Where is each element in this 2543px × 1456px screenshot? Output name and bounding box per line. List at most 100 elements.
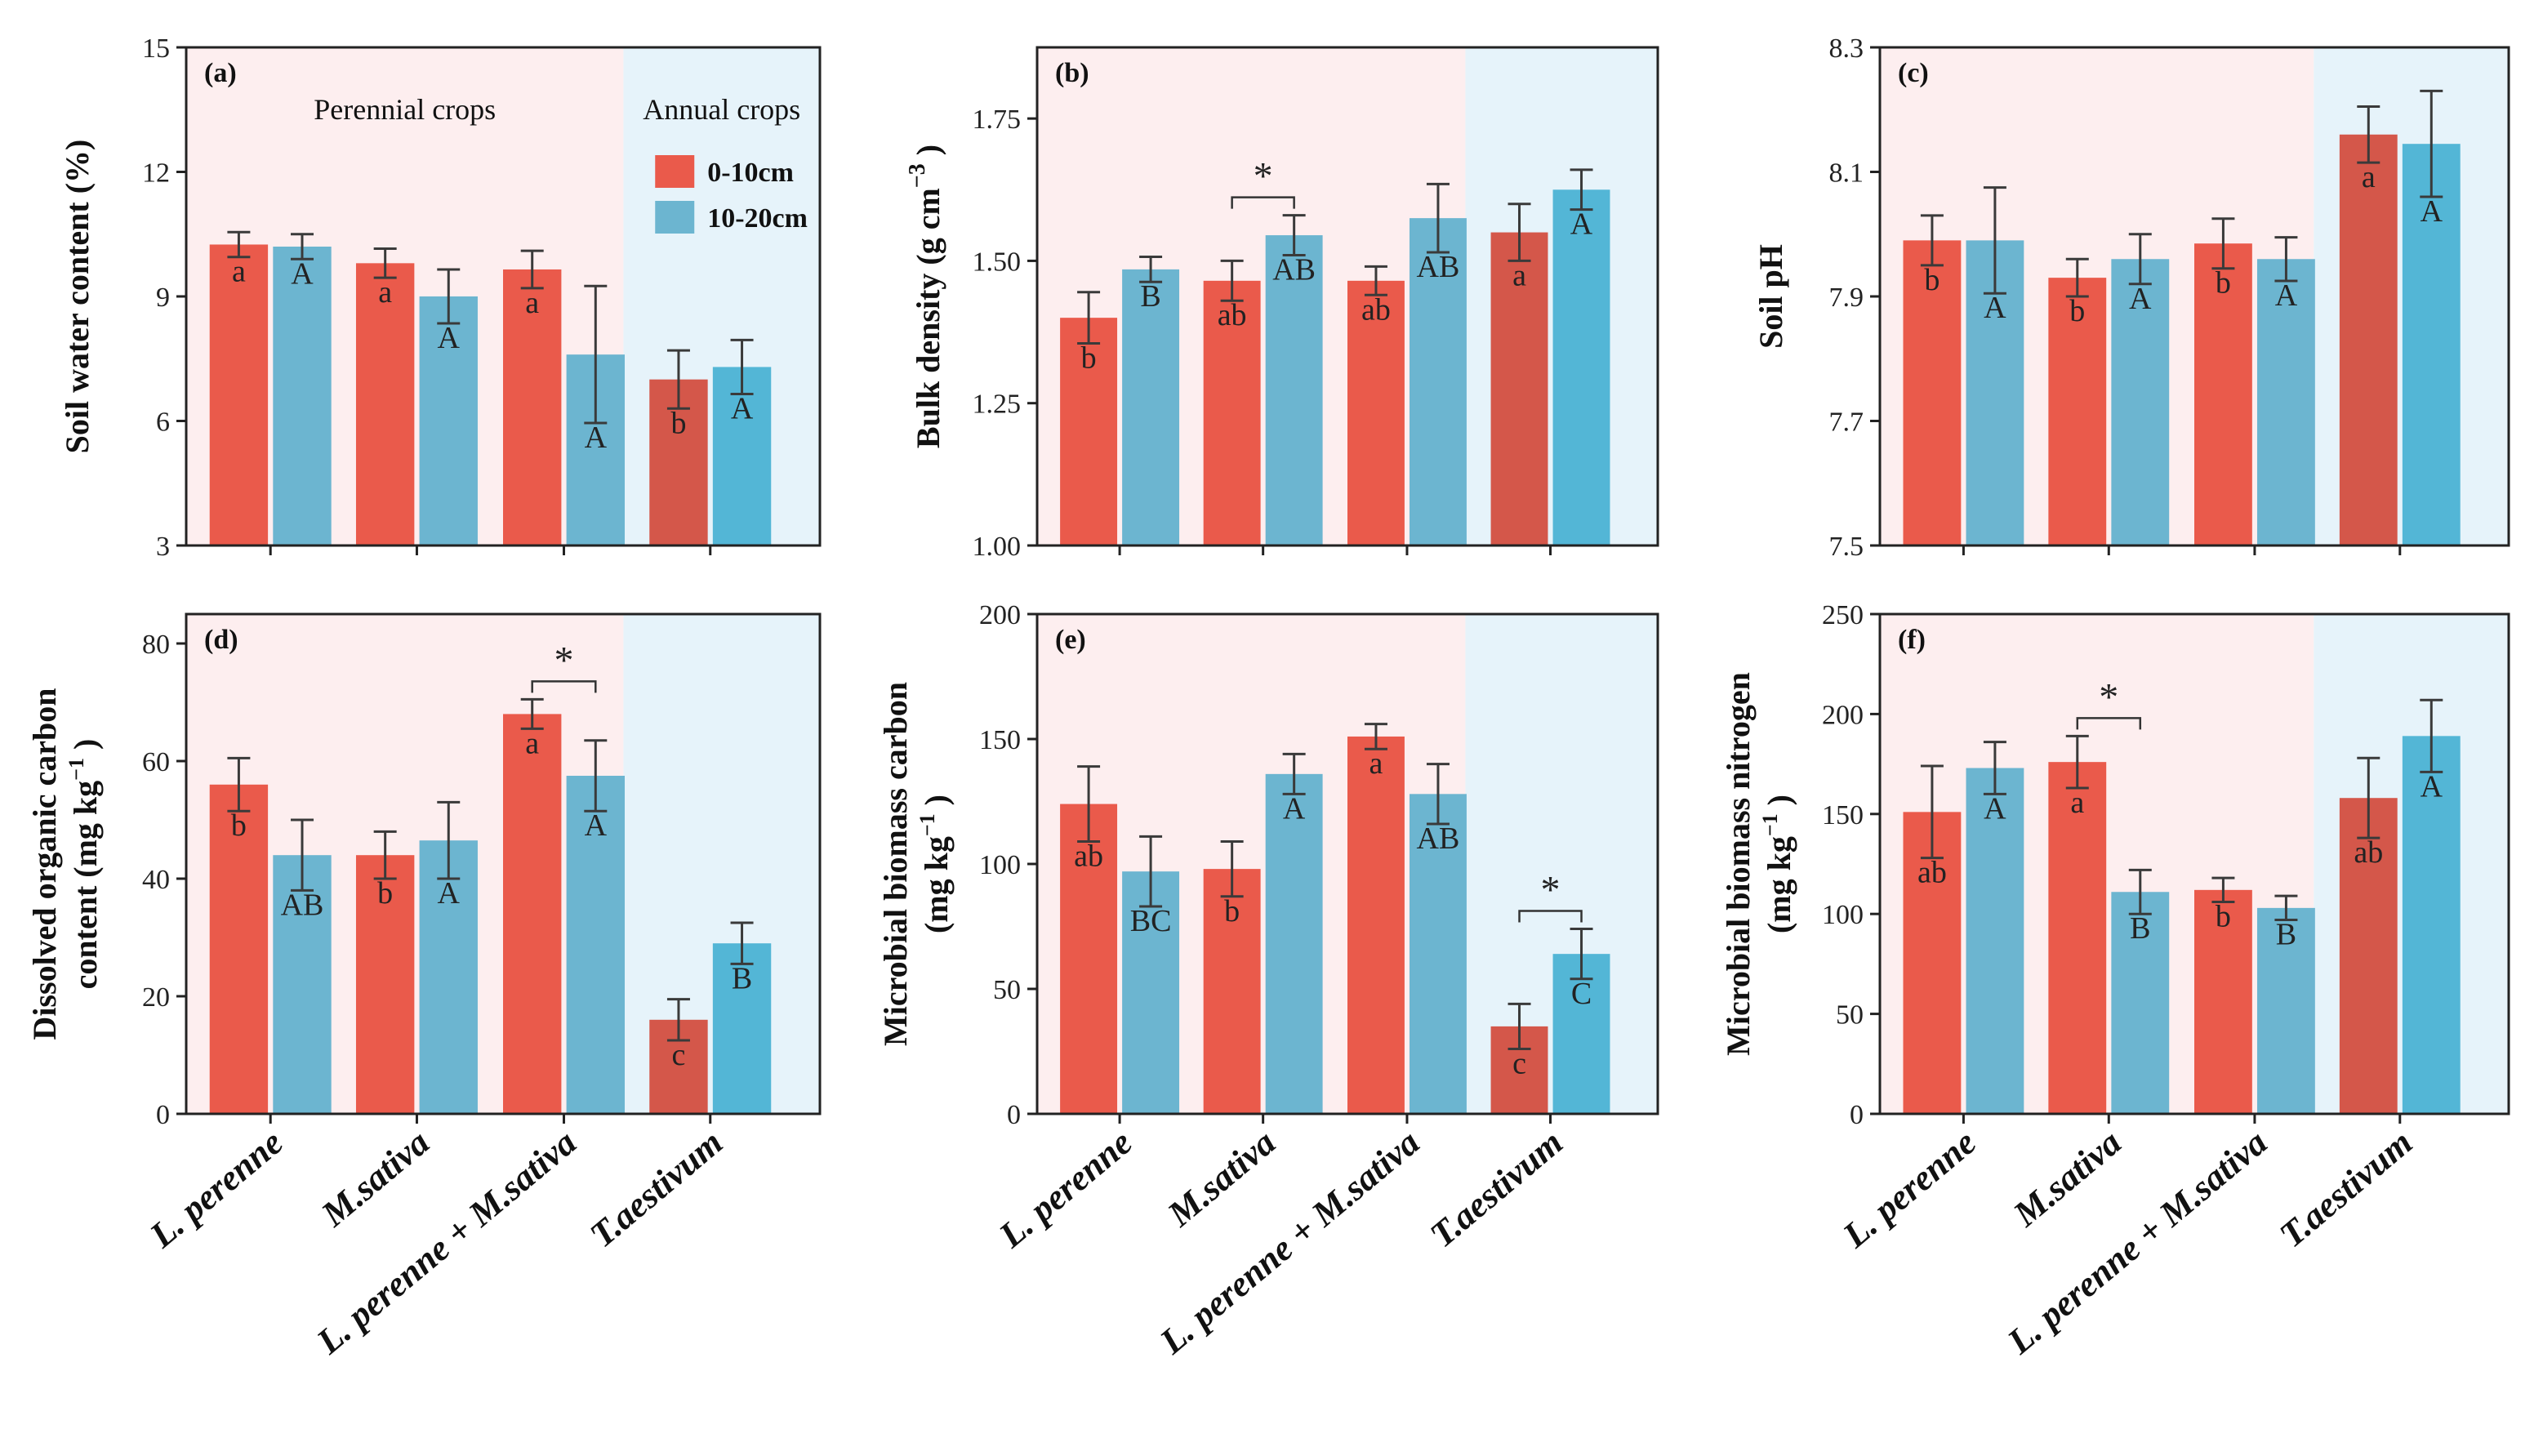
bar-10-20cm [2111, 892, 2170, 1114]
error-bar [1364, 723, 1387, 750]
significance-letter: ab [1074, 839, 1103, 873]
y-axis-title-line1: Microbial biomass nitrogen [1720, 672, 1757, 1056]
significance-letter: A [2421, 194, 2443, 229]
y-tick-label: 200 [979, 600, 1021, 630]
panel-tag: (a) [204, 58, 237, 88]
error-bar [2128, 868, 2152, 915]
significance-letter: a [525, 286, 539, 320]
bar-0-10cm [209, 244, 269, 545]
error-bar [584, 284, 608, 425]
y-tick-label: 15 [142, 33, 170, 64]
significance-letter: A [438, 876, 461, 911]
significance-letter: a [232, 255, 246, 289]
y-tick-label: 1.50 [973, 247, 1022, 277]
y-axis-title-part: ) [67, 739, 104, 758]
significance-letter: a [2070, 786, 2084, 820]
y-tick-label: 50 [993, 975, 1021, 1005]
y-axis-title: Soil water content (%) [59, 140, 96, 454]
significance-letter: A [1283, 791, 1306, 826]
significance-star: * [1541, 869, 1561, 912]
significance-letter: AB [1417, 822, 1460, 856]
bar-0-10cm [355, 263, 415, 545]
y-axis-title-part: content (mg kg [67, 781, 104, 990]
bar-10-20cm [1122, 871, 1180, 1114]
significance-letter: b [2216, 266, 2231, 301]
panel-tag: (c) [1898, 58, 1929, 88]
y-tick-label: 7.7 [1829, 407, 1864, 438]
y-axis-title-part: (mg kg [1761, 836, 1797, 933]
significance-bracket [531, 680, 597, 693]
significance-letter: b [1924, 263, 1940, 297]
error-bar [666, 998, 690, 1042]
panel-tag: (d) [204, 625, 238, 655]
y-tick-label: 1.75 [973, 105, 1022, 135]
significance-letter: A [2421, 769, 2443, 804]
significance-letter: A [585, 421, 608, 455]
y-axis-title-part: ) [910, 145, 946, 163]
y-axis-title-line2: content (mg kg−1 ) [65, 739, 104, 990]
bar-10-20cm [1410, 218, 1467, 545]
group-label-annual: Annual crops [643, 93, 800, 126]
y-axis-title-part: Bulk density (g cm [910, 188, 946, 448]
x-category-label: L. perenne [1835, 1122, 1984, 1256]
bar-10-20cm [1552, 189, 1610, 546]
significance-letter: a [525, 726, 539, 760]
error-bar [1220, 839, 1244, 898]
x-category-label: L. perenne + M.sativa [309, 1122, 584, 1362]
x-category-label: M.sativa [1160, 1122, 1283, 1235]
significance-letter: A [731, 391, 754, 425]
bar-10-20cm [712, 943, 772, 1114]
significance-bracket [2076, 717, 2142, 730]
y-tick-label: 0 [156, 1100, 170, 1130]
y-tick-label: 1.00 [973, 532, 1022, 562]
significance-letter: A [585, 808, 608, 843]
significance-letter: ab [1917, 856, 1947, 890]
bar-0-10cm [1060, 318, 1118, 545]
bar-10-20cm [1552, 954, 1610, 1114]
panel-a: a a a b A A A A 3 6 9 12 15 (a) Soil water content (%)… [59, 33, 822, 562]
bar-0-10cm [1203, 869, 1261, 1114]
legend-label: 0-10cm [707, 158, 794, 188]
bar-10-20cm [2257, 907, 2315, 1114]
significance-letter: b [1081, 341, 1097, 376]
y-tick-label: 40 [142, 865, 170, 895]
y-axis-title-line2: (mg kg−1 ) [1758, 795, 1797, 933]
y-axis-title-line1: Dissolved organic carbon [26, 688, 63, 1040]
y-axis-title-superscript: −1 [65, 758, 88, 781]
significance-letter: A [2275, 278, 2298, 313]
plot-frame [1035, 46, 1659, 547]
y-tick-label: 3 [156, 532, 170, 562]
error-bar [2274, 236, 2298, 283]
error-bar [2274, 894, 2298, 922]
y-axis-title-superscript: −1 [915, 813, 939, 836]
significance-letter: C [1571, 977, 1592, 1011]
significance-letter: ab [2354, 835, 2383, 870]
significance-star: * [1254, 155, 1273, 198]
error-bar [2065, 257, 2089, 298]
error-bar [2357, 756, 2380, 839]
error-bar [437, 800, 461, 880]
bar-10-20cm [2402, 144, 2461, 545]
bar-0-10cm [503, 714, 562, 1114]
significance-letter: AB [1417, 250, 1460, 284]
error-bar [1077, 291, 1101, 345]
y-tick-label: 7.9 [1829, 283, 1864, 313]
error-bar [1426, 182, 1450, 254]
error-bar [730, 338, 754, 395]
significance-bracket [1518, 910, 1583, 923]
error-bar [1364, 265, 1387, 296]
panel-e: ab b a c BC A AB C * 0 50 100 150 200 (e) Microbial bio… [877, 600, 1659, 1362]
y-axis-title-line1: Microbial biomass carbon [877, 682, 914, 1046]
y-tick-label: 8.3 [1829, 33, 1864, 64]
significance-letter: b [2216, 900, 2231, 934]
bar-10-20cm [1265, 235, 1323, 545]
y-tick-label: 9 [156, 283, 170, 313]
error-bar [730, 921, 754, 965]
plot-frame [185, 612, 822, 1115]
significance-letter: b [1224, 894, 1240, 928]
y-axis-title: Soil pH [1752, 244, 1789, 349]
y-tick-label: 7.5 [1829, 532, 1864, 562]
panel-tag: (b) [1055, 58, 1089, 88]
y-axis-title-part: ) [1761, 795, 1797, 813]
